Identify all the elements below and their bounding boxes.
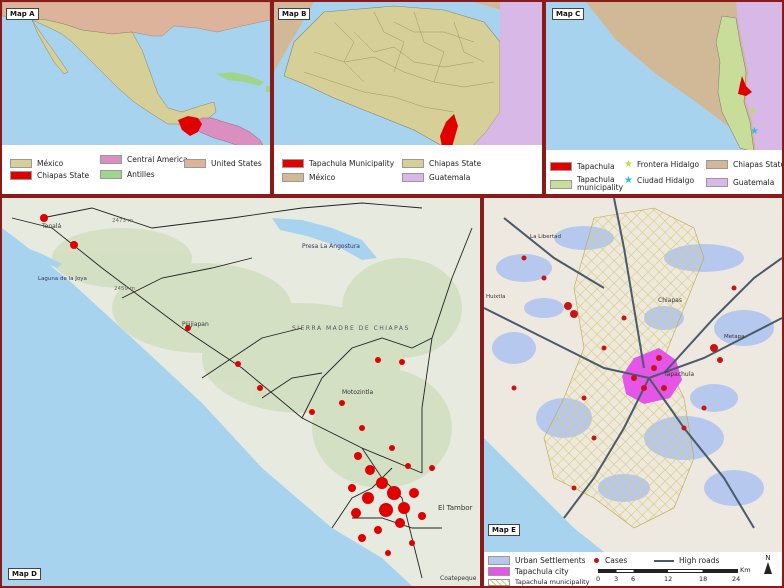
road-line-icon — [654, 559, 674, 562]
high-roads — [484, 198, 782, 529]
antilles-cuba — [216, 72, 264, 86]
road-network — [11, 202, 473, 579]
map-d-label: Map D — [8, 568, 41, 580]
map-a-graphic — [2, 2, 270, 147]
map-b-label: Map B — [278, 8, 311, 20]
legend-item-chiapas-state: Chiapas State — [706, 160, 782, 169]
legend-item-tapachula-municipality: Tapachula municipality — [550, 176, 623, 192]
legend-item-tapachula-municipality: Tapachula municipality — [488, 578, 590, 586]
baja-california — [31, 19, 69, 75]
map-b-legend: Tapachula Municipality México Chiapas St… — [274, 145, 542, 194]
map-d-graphic: Tonalá Pijijiapan Presa La Angostura Lag… — [2, 198, 480, 586]
map-e-legend: Urban Settlements Tapachula city Tapachu… — [484, 552, 782, 586]
legend-item-united-states: United States — [184, 159, 262, 168]
label-el-tambor: El Tambor — [438, 504, 473, 512]
map-b-panel: Map B Tapachula Municipality México Chia… — [272, 0, 544, 196]
municipal-boundaries — [303, 11, 495, 113]
legend-item-cases: Cases — [590, 556, 627, 565]
ocean — [484, 438, 604, 552]
label-chiapas: Chiapas — [658, 297, 682, 304]
legend-item-antilles: Antilles — [100, 170, 155, 179]
north-arrow-icon: N — [762, 554, 774, 574]
legend-item-mexico: México — [10, 159, 63, 168]
legend-item-chiapas-state: Chiapas State — [402, 159, 481, 168]
frontera-hidalgo-marker: ★ — [748, 106, 757, 117]
map-c-legend: Tapachula Tapachula municipality ★ Fronte… — [546, 150, 782, 194]
map-a-label: Map A — [6, 8, 39, 20]
legend-item-guatemala: Guatemala — [402, 173, 470, 182]
legend-item-tapachula-city: Tapachula city — [488, 567, 569, 576]
scale-bar: 0 3 6 12 18 24 Km — [596, 566, 751, 583]
antilles-hispaniola — [266, 86, 270, 92]
guatemala-region — [472, 2, 542, 147]
map-c-graphic: ★ ★ — [546, 2, 782, 152]
legend-item-tapachula: Tapachula — [550, 162, 615, 171]
map-a-legend: México Chiapas State Central America Ant… — [2, 145, 270, 194]
map-c-panel: Map C ★ ★ Tapachula Tapachula municipali… — [544, 0, 784, 196]
label-tapachula: Tapachula — [663, 371, 694, 378]
label-huixtla: Huixtla — [486, 294, 505, 300]
label-coatepeque: Coatepeque — [440, 575, 477, 582]
legend-item-tapachula-municipality: Tapachula Municipality — [282, 159, 394, 168]
label-la-libertad: La Libertad — [530, 234, 561, 240]
ciudad-hidalgo-marker: ★ — [750, 126, 759, 137]
legend-item-guatemala: Guatemala — [706, 178, 774, 187]
map-e-graphic: Chiapas Tapachula Metapa La Libertad Hui… — [484, 198, 782, 552]
mexico-region — [27, 17, 217, 129]
legend-item-mexico: México — [282, 173, 335, 182]
label-presa-la-angostura: Presa La Angostura — [302, 243, 360, 250]
label-elevation-1: 2473 m — [112, 218, 133, 224]
legend-item-central-america: Central America — [100, 155, 188, 164]
tapachula-municipality — [440, 114, 458, 147]
label-sierra-madre: SIERRA MADRE DE CHIAPAS — [292, 325, 410, 332]
case-markers — [40, 214, 435, 556]
star-icon: ★ — [624, 175, 633, 186]
label-metapa: Metapa — [724, 334, 745, 340]
mountain-shading — [52, 228, 462, 488]
star-icon: ★ — [624, 159, 633, 170]
tapachula-municipality-hatch — [543, 207, 705, 529]
map-e-label: Map E — [488, 524, 520, 536]
case-dot-icon — [594, 558, 599, 563]
guatemala-region — [736, 2, 782, 152]
presa-la-angostura — [272, 218, 377, 260]
legend-item-high-roads: High roads — [654, 556, 719, 565]
legend-item-urban-settlements: Urban Settlements — [488, 556, 586, 565]
map-d-panel: Tonalá Pijijiapan Presa La Angostura Lag… — [0, 196, 482, 588]
case-points — [511, 255, 737, 491]
map-c-label: Map C — [552, 8, 585, 20]
tapachula-city — [738, 76, 752, 96]
legend-item-frontera-hidalgo: ★ Frontera Hidalgo — [624, 159, 700, 170]
legend-item-chiapas: Chiapas State — [10, 171, 89, 180]
map-b-graphic — [274, 2, 542, 147]
label-pijijiapan: Pijijiapan — [182, 321, 209, 328]
map-e-panel: Chiapas Tapachula Metapa La Libertad Hui… — [482, 196, 784, 588]
laguna-de-la-joya — [20, 246, 62, 268]
central-america-region — [191, 117, 265, 147]
legend-item-ciudad-hidalgo: ★ Ciudad Hidalgo — [624, 175, 695, 186]
chiapas-state — [178, 116, 202, 136]
map-a-panel: Map A México Chiapas State Central Ameri… — [0, 0, 272, 196]
label-motozintla: Motozintla — [342, 389, 374, 396]
label-elevation-2: 2459 m — [114, 286, 135, 292]
label-laguna-de-la-joya: Laguna de la Joya — [38, 276, 87, 282]
label-tonala: Tonalá — [41, 223, 61, 230]
